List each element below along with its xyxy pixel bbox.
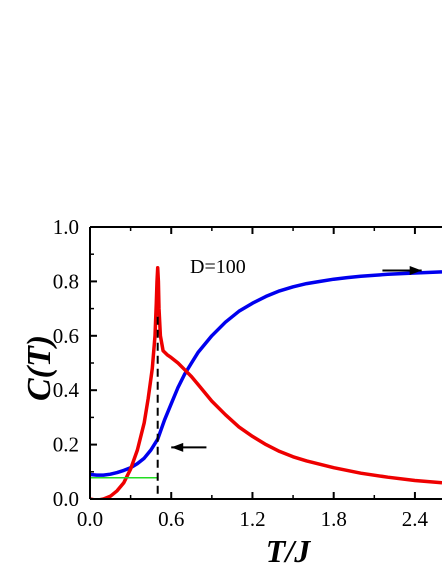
x-tick-label: 1.8	[321, 507, 347, 531]
x-tick-label: 1.2	[239, 507, 265, 531]
y-tick-label: 1.0	[53, 215, 79, 239]
series-line-1	[90, 270, 442, 477]
arrow-layer	[171, 266, 422, 452]
y-tick-label: 0.0	[53, 487, 79, 511]
x-tick-label: 0.6	[158, 507, 184, 531]
arrow-2-head	[171, 442, 184, 452]
y-tick-label: 0.2	[53, 433, 79, 457]
series-line-2	[90, 266, 442, 499]
tick-layer: 0.0 0.6 1.2 1.8 2.4 0.0 0.2 0.4 0.6 0.8 1.0	[53, 215, 429, 531]
x-tick-label: 0.0	[77, 507, 103, 531]
y-tick-label: 0.4	[53, 378, 80, 402]
chart-annotation: D=100	[190, 256, 246, 278]
x-tick-label: 2.4	[402, 507, 429, 531]
y-tick-label: 0.8	[53, 269, 79, 293]
y-axis-label: C(T)	[21, 335, 58, 401]
arrow-1-head	[409, 266, 422, 276]
series-layer	[90, 266, 442, 499]
x-axis-label: T/J	[266, 533, 311, 569]
y-tick-label: 0.6	[53, 324, 79, 348]
